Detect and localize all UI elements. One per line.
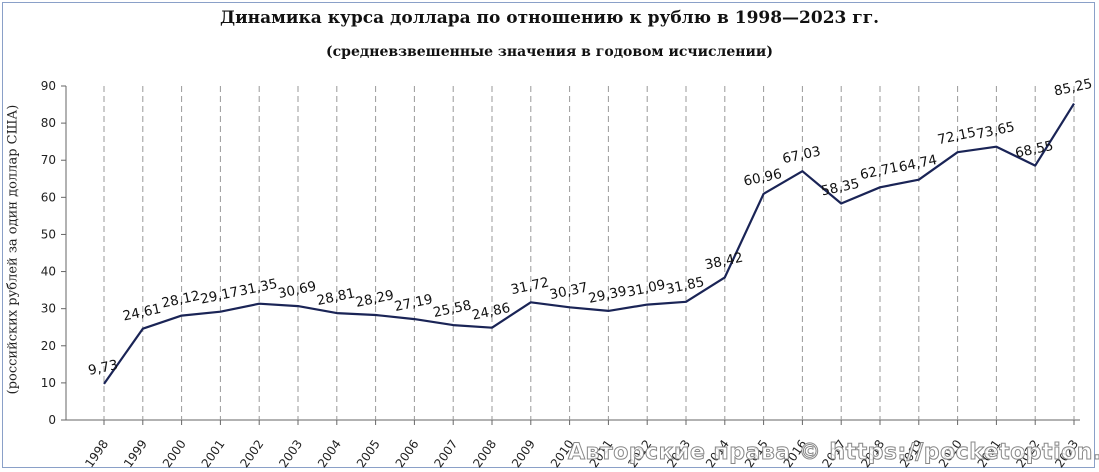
data-label: 38,42 — [703, 250, 744, 274]
data-label: 29,17 — [199, 284, 240, 308]
data-label: 28,81 — [315, 285, 356, 309]
data-label: 30,69 — [277, 278, 318, 302]
data-label: 60,96 — [742, 166, 783, 190]
x-tick-label: 2003 — [276, 437, 305, 470]
data-label: 73,65 — [975, 119, 1016, 143]
data-label: 24,86 — [471, 300, 512, 324]
x-tick-label: 2007 — [431, 437, 460, 470]
data-label: 28,29 — [354, 287, 395, 311]
y-tick-label: 70 — [41, 153, 56, 167]
y-tick-label: 80 — [41, 116, 56, 130]
chart-subtitle: (средневзвешенные значения в годовом исч… — [326, 44, 773, 60]
data-label: 67,03 — [781, 143, 822, 167]
data-label: 31,09 — [626, 277, 667, 301]
y-tick-label: 0 — [48, 413, 56, 427]
x-tick-label: 2002 — [237, 437, 266, 470]
y-tick-label: 60 — [41, 190, 56, 204]
x-tick-label: 2008 — [470, 437, 499, 470]
data-label: 30,37 — [548, 280, 589, 304]
x-tick-label: 2005 — [354, 437, 383, 470]
series-line — [103, 103, 1075, 385]
data-label: 29,39 — [587, 283, 628, 307]
y-tick-label: 50 — [41, 227, 56, 241]
data-label: 25,58 — [432, 297, 473, 321]
data-label: 31,72 — [509, 275, 550, 299]
x-tick-label: 2006 — [393, 437, 422, 470]
data-label: 27,19 — [393, 291, 434, 315]
data-label: 58,35 — [820, 176, 861, 200]
x-tick-label: 1999 — [121, 437, 150, 470]
data-label: 72,15 — [936, 124, 977, 148]
x-tick-label: 2001 — [199, 437, 228, 470]
y-tick-label: 40 — [41, 265, 56, 279]
data-label: 9,73 — [87, 357, 120, 379]
x-tick-label: 2004 — [315, 437, 344, 470]
y-tick-label: 20 — [41, 339, 56, 353]
data-label: 62,71 — [859, 160, 900, 184]
x-tick-label: 2000 — [160, 437, 189, 470]
data-label: 68,55 — [1014, 138, 1055, 162]
data-label: 31,85 — [665, 274, 706, 298]
y-tick-label: 30 — [41, 302, 56, 316]
data-label: 24,61 — [121, 301, 162, 325]
data-label: 31,35 — [238, 276, 279, 300]
y-tick-label: 90 — [41, 79, 56, 93]
watermark: Авторские права © https://pocketoption.r… — [567, 440, 1099, 466]
y-tick-label: 10 — [41, 376, 56, 390]
data-label: 28,12 — [160, 288, 201, 312]
data-label: 85,25 — [1053, 76, 1094, 100]
chart-title: Динамика курса доллара по отношению к ру… — [219, 8, 880, 28]
x-tick-label: 1998 — [82, 437, 111, 470]
data-label: 64,74 — [897, 152, 938, 176]
x-tick-label: 2009 — [509, 437, 538, 470]
